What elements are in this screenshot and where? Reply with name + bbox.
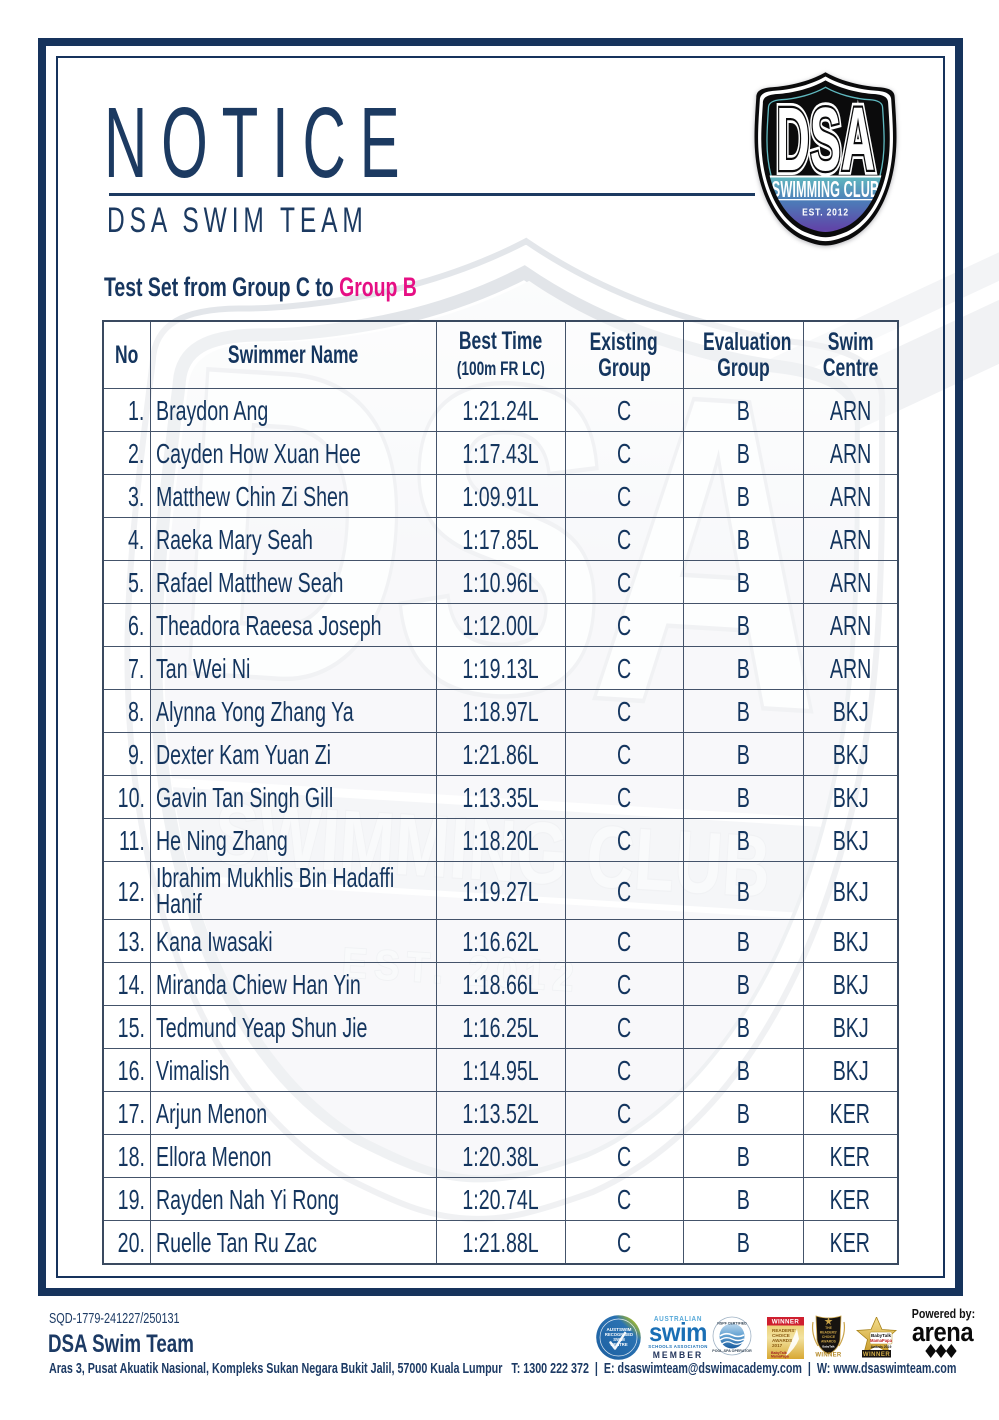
- svg-text:WINNER: WINNER: [863, 1352, 890, 1358]
- svg-text:AUSTSWIM: AUSTSWIM: [606, 1327, 631, 1332]
- svg-text:CHOICE: CHOICE: [772, 1333, 790, 1338]
- svg-text:CENTRE: CENTRE: [610, 1342, 627, 1347]
- svg-text:2017: 2017: [772, 1343, 783, 1348]
- svg-text:WINNER: WINNER: [772, 1319, 800, 1326]
- svg-text:MamaPapa: MamaPapa: [870, 1338, 893, 1343]
- svg-text:SWIM: SWIM: [613, 1337, 625, 1342]
- svg-text:WINNER: WINNER: [815, 1353, 841, 1359]
- svg-text:AWARDS: AWARDS: [821, 1340, 837, 1344]
- svg-text:RECOGNISED: RECOGNISED: [605, 1332, 633, 1337]
- svg-text:POOL-SPA OPERATOR: POOL-SPA OPERATOR: [712, 1349, 752, 1353]
- svg-text:DSA: DSA: [776, 90, 875, 190]
- svg-text:DSA: DSA: [776, 90, 875, 190]
- svg-text:EST. 2012: EST. 2012: [802, 207, 849, 218]
- svg-text:BabyTalk: BabyTalk: [771, 1351, 787, 1355]
- svg-text:READERS': READERS': [772, 1328, 796, 1333]
- svg-text:Awards 2019: Awards 2019: [871, 1345, 892, 1349]
- svg-text:BabyTalk: BabyTalk: [871, 1333, 892, 1338]
- svg-text:MamaPapa: MamaPapa: [771, 1355, 789, 1359]
- svg-text:CHOICE: CHOICE: [822, 1335, 836, 1339]
- svg-text:READERS': READERS': [820, 1331, 838, 1335]
- svg-text:SWIMMING CLUB: SWIMMING CLUB: [772, 176, 879, 202]
- svg-text:THE: THE: [825, 1326, 833, 1330]
- svg-text:AWARDS: AWARDS: [772, 1338, 792, 1343]
- svg-text:NSPF CERTIFIED: NSPF CERTIFIED: [717, 1322, 747, 1326]
- svg-text:BabyTalk: BabyTalk: [822, 1345, 835, 1349]
